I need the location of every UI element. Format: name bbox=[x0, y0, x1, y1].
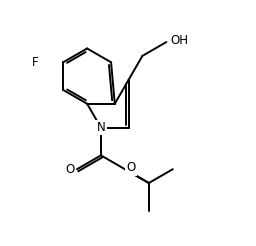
Text: O: O bbox=[126, 161, 135, 174]
Text: F: F bbox=[32, 56, 38, 69]
Text: O: O bbox=[65, 163, 74, 176]
Text: OH: OH bbox=[170, 34, 188, 47]
Text: N: N bbox=[97, 121, 105, 134]
